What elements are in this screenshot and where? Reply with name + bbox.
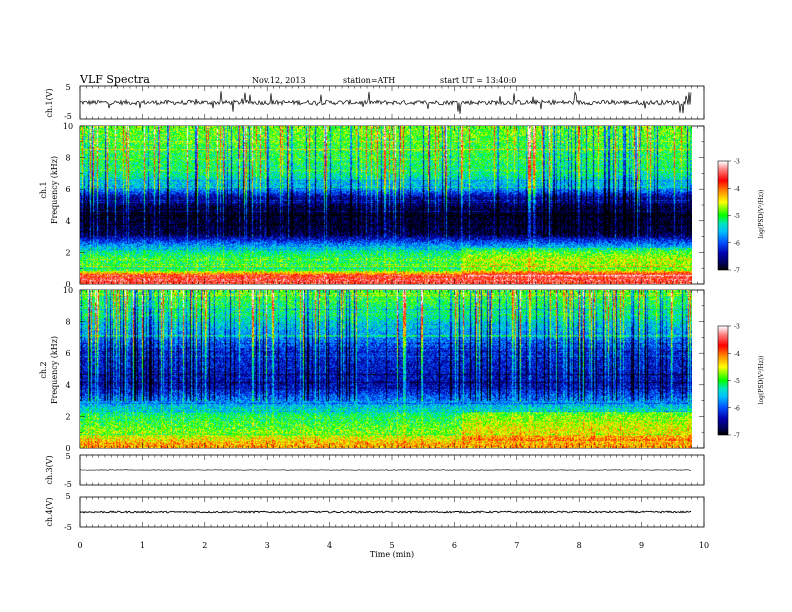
time-tick-label: 7 bbox=[514, 541, 519, 550]
panel-ch1-timeseries: 5 -5 ch.1(V) bbox=[45, 83, 705, 121]
colorbar-tick-label: -6 bbox=[734, 405, 740, 412]
freq-tick-label: 4 bbox=[65, 217, 70, 226]
freq-tick-label: 6 bbox=[65, 349, 70, 358]
freq-tick-label: 10 bbox=[63, 286, 73, 295]
colorbar-ch2-label: log(PSD(V²/Hz)) bbox=[758, 356, 765, 405]
colorbar-tick-label: -4 bbox=[734, 351, 740, 358]
freq-tick-label: 8 bbox=[65, 318, 70, 327]
colorbar-tick-label: -7 bbox=[734, 268, 740, 275]
ch2-spectrogram-image bbox=[80, 290, 692, 448]
ch3-ts-ytick-top: 5 bbox=[65, 452, 70, 461]
colorbar-ch2: -3 -4 -5 -6 -7 log(PSD(V²/Hz)) bbox=[717, 324, 765, 440]
freq-tick-label: 10 bbox=[63, 122, 73, 131]
ch3-ts-ytick-bottom: -5 bbox=[64, 480, 72, 489]
time-tick-label: 1 bbox=[140, 541, 145, 550]
ch2-spec-channel-label: ch.2 bbox=[39, 361, 48, 378]
date-label: Nov.12, 2013 bbox=[252, 76, 306, 85]
ch2-spec-yticks: 10 8 6 4 2 0 bbox=[63, 286, 704, 453]
ch4-ts-ytick-top: 5 bbox=[65, 492, 70, 501]
time-axis-label: Time (min) bbox=[370, 550, 414, 559]
colorbar-tick-label: -7 bbox=[734, 433, 740, 440]
ch1-ts-line bbox=[79, 91, 692, 114]
time-tick-label: 8 bbox=[577, 541, 582, 550]
ch2-spec-ylabel: Frequency (kHz) bbox=[50, 336, 59, 404]
colorbar-tick-label: -5 bbox=[734, 378, 740, 385]
ch3-ts-line bbox=[79, 469, 691, 471]
colorbar-ch1-gradient bbox=[718, 161, 728, 270]
freq-tick-label: 0 bbox=[65, 444, 70, 453]
freq-tick-label: 8 bbox=[65, 154, 70, 163]
time-tick-label: 9 bbox=[639, 541, 644, 550]
time-tick-label: 4 bbox=[327, 541, 332, 550]
time-tick-label: 2 bbox=[202, 541, 207, 550]
panel-ch3-timeseries: 5 -5 ch.3(V) bbox=[45, 452, 705, 489]
colorbar-tick-label: -3 bbox=[734, 159, 740, 166]
station-label: station=ATH bbox=[343, 76, 395, 85]
freq-tick-label: 2 bbox=[65, 248, 70, 257]
ch1-spectrogram-image bbox=[80, 126, 692, 284]
colorbar-tick-label: -6 bbox=[734, 240, 740, 247]
time-tick-label: 5 bbox=[389, 541, 394, 550]
panel-ch2-spectrogram: 10 8 6 4 2 0 ch.2 Frequency (kHz) bbox=[39, 286, 705, 453]
colorbar-ch1: -3 -4 -5 -6 -7 log(PSD(V²/Hz)) bbox=[717, 159, 765, 275]
panel-ch1-spectrogram: 10 8 6 4 2 0 ch.1 Frequency (kHz) bbox=[39, 122, 705, 289]
colorbar-tick-label: -4 bbox=[734, 186, 740, 193]
ch4-ts-line bbox=[79, 510, 691, 514]
colorbar-ch1-label: log(PSD(V²/Hz)) bbox=[758, 190, 765, 239]
freq-tick-label: 4 bbox=[65, 381, 70, 390]
ch3-ts-ylabel: ch.3(V) bbox=[45, 455, 54, 484]
ch1-spec-ylabel: Frequency (kHz) bbox=[50, 156, 59, 224]
colorbar-tick-label: -5 bbox=[734, 213, 740, 220]
figure-title: VLF Spectra bbox=[79, 73, 150, 86]
time-tick-label: 3 bbox=[265, 541, 270, 550]
colorbar-tick-label: -3 bbox=[734, 324, 740, 331]
ch1-spec-yticks: 10 8 6 4 2 0 bbox=[63, 122, 704, 289]
ch1-ts-ytick-bottom: -5 bbox=[64, 112, 72, 121]
ch1-ts-ytick-top: 5 bbox=[65, 83, 70, 92]
time-axis: 0 1 2 3 4 5 6 7 8 9 10 bbox=[77, 86, 709, 550]
freq-tick-label: 2 bbox=[65, 412, 70, 421]
colorbar-ch2-gradient bbox=[718, 326, 728, 435]
ch4-ts-ytick-bottom: -5 bbox=[64, 523, 72, 532]
time-tick-label: 0 bbox=[77, 541, 82, 550]
panel-ch4-timeseries: 5 -5 ch.4(V) bbox=[45, 492, 705, 532]
ch1-spec-channel-label: ch.1 bbox=[39, 181, 48, 198]
time-tick-label: 10 bbox=[699, 541, 709, 550]
ch1-ts-ylabel: ch.1(V) bbox=[45, 88, 54, 117]
time-tick-label: 6 bbox=[452, 541, 457, 550]
start-time-label: start UT = 13:40:0 bbox=[440, 76, 516, 85]
freq-tick-label: 6 bbox=[65, 185, 70, 194]
freq-tick-label: 0 bbox=[65, 280, 70, 289]
ch4-ts-ylabel: ch.4(V) bbox=[45, 497, 54, 526]
